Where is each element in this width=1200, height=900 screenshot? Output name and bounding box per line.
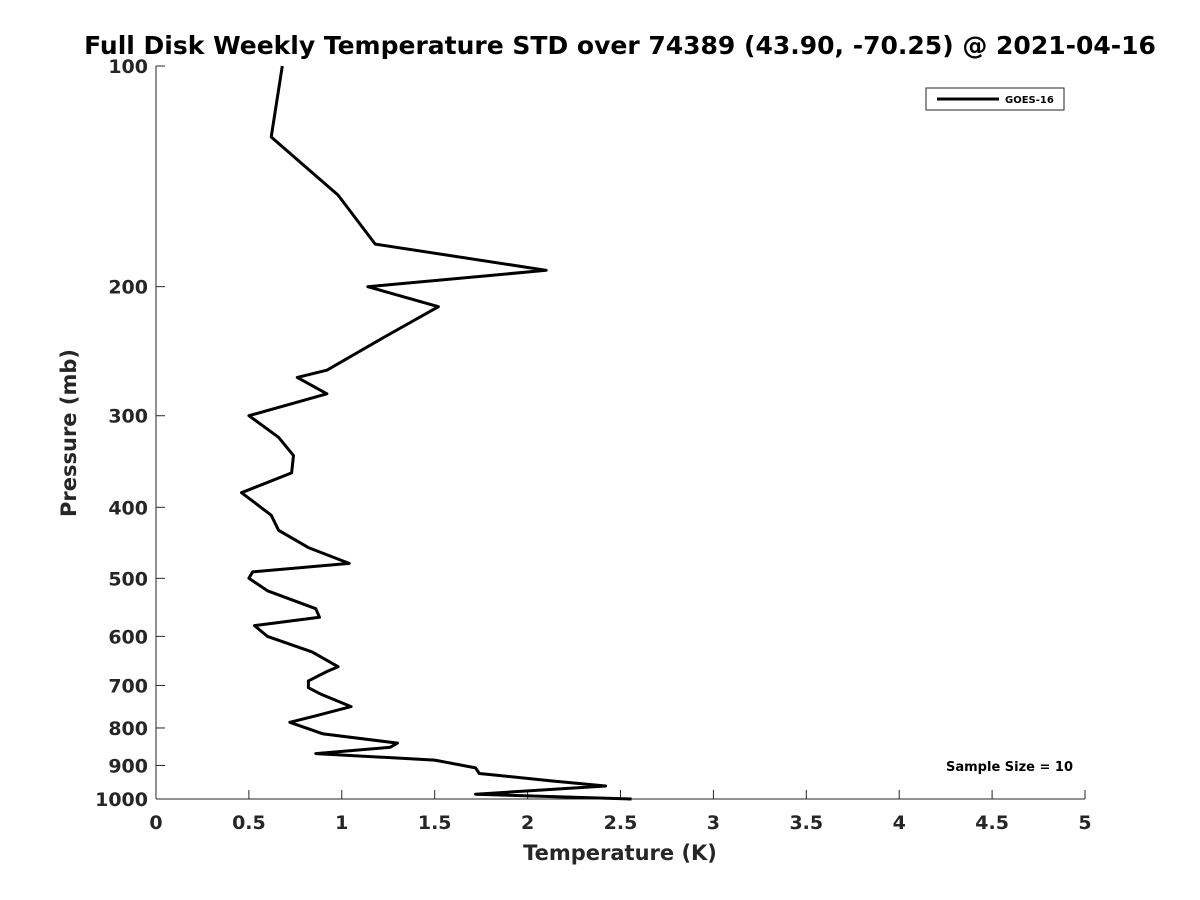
- y-tick-label: 900: [108, 755, 148, 777]
- y-tick-label: 400: [108, 497, 148, 519]
- x-tick-label: 2.5: [604, 812, 638, 834]
- x-tick-label: 1.5: [418, 812, 452, 834]
- y-tick-label: 300: [108, 406, 148, 428]
- x-tick-label: 4: [893, 812, 906, 834]
- x-tick-label: 4.5: [975, 812, 1009, 834]
- plot-area: 0 0.5 1 1.5 2 2.5 3 3.5 4 4.5 5 100 200 300 400 500 600…: [95, 56, 1092, 834]
- y-tick-label: 1000: [95, 789, 148, 811]
- legend: GOES-16: [925, 87, 1065, 111]
- sample-size-annotation: Sample Size = 10: [946, 760, 1073, 775]
- y-tick-label: 500: [108, 568, 148, 590]
- x-tick-label: 3.5: [789, 812, 823, 834]
- y-tick-label: 800: [108, 718, 148, 740]
- series-line-goes-16: [240, 65, 632, 801]
- y-tick-label: 200: [108, 277, 148, 299]
- x-axis-label: Temperature (K): [523, 841, 717, 865]
- y-tick-label: 700: [108, 675, 148, 697]
- chart-title: Full Disk Weekly Temperature STD over 74…: [84, 31, 1156, 60]
- series-layer: [240, 65, 632, 801]
- x-tick-label: 3: [707, 812, 720, 834]
- x-tick-label: 1: [335, 812, 348, 834]
- y-axis-ticks: 100 200 300 400 500 600 700 800 900 1000: [95, 56, 165, 811]
- x-axis-ticks: 0 0.5 1 1.5 2 2.5 3 3.5 4 4.5 5: [149, 790, 1092, 834]
- x-tick-label: 5: [1078, 812, 1091, 834]
- y-tick-label: 600: [108, 626, 148, 648]
- legend-entry-goes-16: GOES-16: [1005, 95, 1054, 106]
- y-axis-label: Pressure (mb): [57, 349, 81, 517]
- x-tick-label: 2: [521, 812, 534, 834]
- x-tick-label: 0.5: [232, 812, 266, 834]
- x-tick-label: 0: [149, 812, 162, 834]
- y-tick-label: 100: [108, 56, 148, 78]
